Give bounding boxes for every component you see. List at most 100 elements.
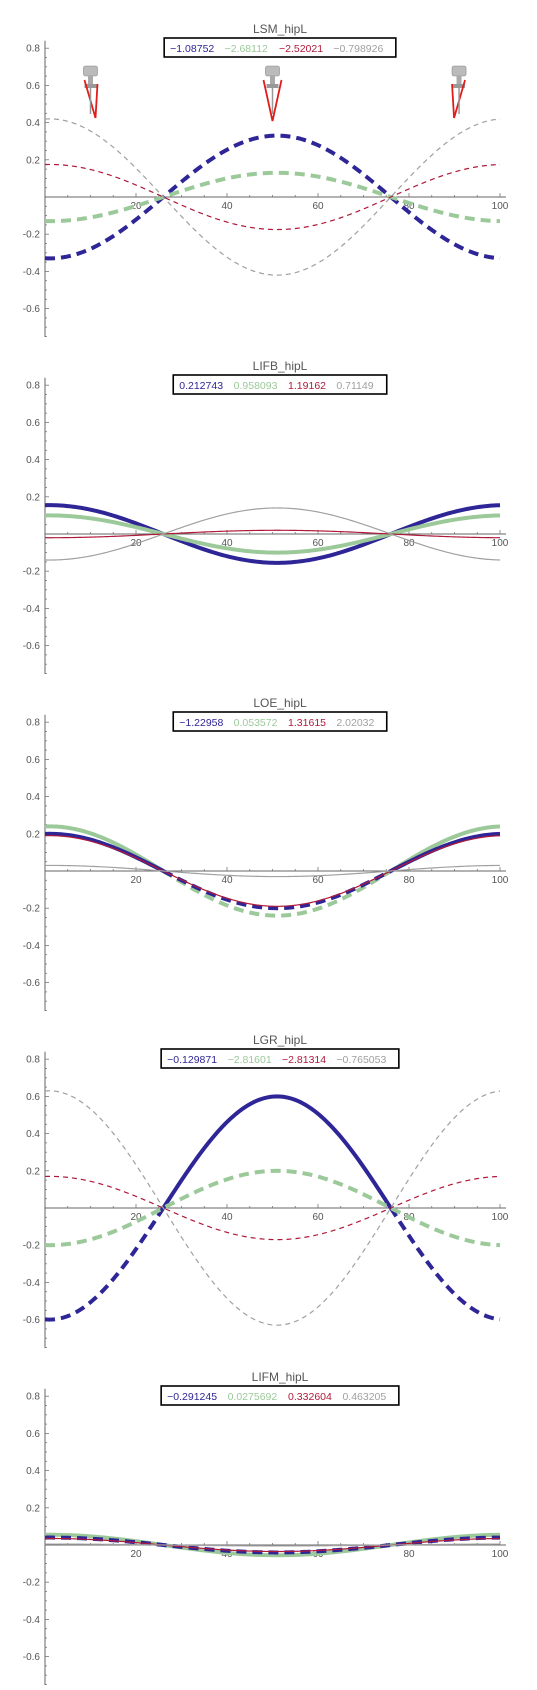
x-tick-label: 20 (130, 1549, 142, 1560)
line-chart: LSM_hipL −1.08752 −2.68112 −2.52021 −0.79892… (23, 22, 509, 339)
legend: −1.22958 0.053572 1.31615 2.02032 (172, 711, 388, 732)
leg-pose-marker (262, 65, 283, 122)
series-line (44, 529, 501, 539)
y-tick-label: -0.2 (23, 230, 41, 241)
y-tick-label: 0.6 (26, 81, 40, 92)
x-tick-label: 20 (130, 875, 142, 886)
legend-entry: −1.22958 (179, 717, 223, 729)
legend-entry: −1.08752 (170, 43, 214, 55)
x-tick-label: 20 (130, 1212, 142, 1223)
y-tick-label: 0.8 (26, 1055, 40, 1066)
legend-entry: 0.053572 (234, 717, 278, 729)
y-tick-label: -0.2 (23, 1578, 41, 1589)
series-line (44, 835, 501, 907)
legend: 0.212743 0.958093 1.19162 0.71149 (172, 374, 388, 395)
y-tick-label: -0.2 (23, 904, 41, 915)
y-tick-label: -0.4 (23, 941, 41, 952)
legend-entry: −0.291245 (167, 1391, 217, 1403)
series-line (44, 864, 501, 878)
legend-entry: 1.31615 (288, 717, 326, 729)
x-tick-label: 40 (221, 1212, 233, 1223)
legend-entry: −0.129871 (167, 1054, 217, 1066)
legend-entry: 0.0275692 (228, 1391, 278, 1403)
legend-entry: −0.798926 (333, 43, 383, 55)
legend-entry: −0.765053 (336, 1054, 386, 1066)
y-tick-label: -0.6 (23, 304, 41, 315)
y-tick-label: 0.2 (26, 492, 40, 503)
line-chart: LGR_hipL −0.129871 −2.81601 −2.81314 −0.7650… (23, 1033, 509, 1350)
x-tick-label: 40 (221, 875, 233, 886)
x-tick-label: 20 (130, 201, 142, 212)
legend-entry: −2.52021 (279, 43, 323, 55)
y-tick-label: 0.2 (26, 155, 40, 166)
legend-entry: −2.68112 (225, 43, 268, 55)
series-line (44, 503, 501, 565)
x-tick-label: 40 (221, 201, 233, 212)
legend-entry: 0.958093 (234, 380, 278, 392)
y-tick-label: -0.6 (23, 1315, 41, 1326)
chart-title: LOE_hipL (253, 696, 307, 710)
legend-entry: 2.02032 (336, 717, 374, 729)
y-tick-label: 0.4 (26, 1129, 40, 1140)
legend-entry: −2.81314 (282, 1054, 326, 1066)
series-line (44, 170, 501, 224)
y-tick-label: -0.6 (23, 978, 41, 989)
legend-entry: 0.212743 (179, 380, 223, 392)
line-chart: LOE_hipL −1.22958 0.053572 1.31615 2.02032 0.… (23, 696, 509, 1013)
y-tick-label: 0.4 (26, 118, 40, 129)
legend: −0.291245 0.0275692 0.332604 0.463205 (160, 1385, 400, 1406)
x-tick-label: 100 (492, 875, 509, 886)
x-tick-label: 60 (312, 538, 324, 549)
legend-entry: 1.19162 (288, 380, 326, 392)
series-line (44, 1206, 165, 1322)
series-line (44, 133, 501, 261)
y-tick-label: 0.8 (26, 381, 40, 392)
x-tick-label: 60 (312, 875, 324, 886)
legend: −1.08752 −2.68112 −2.52021 −0.798926 (163, 37, 397, 58)
y-tick-label: -0.2 (23, 567, 41, 578)
y-tick-label: 0.8 (26, 1392, 40, 1403)
y-tick-label: -0.6 (23, 641, 41, 652)
y-tick-label: -0.2 (23, 1241, 41, 1252)
x-tick-label: 80 (403, 875, 415, 886)
series-line (44, 163, 501, 231)
y-tick-label: 0.6 (26, 418, 40, 429)
leg-pose-marker (83, 65, 99, 119)
x-tick-label: 40 (221, 538, 233, 549)
y-tick-label: 0.4 (26, 455, 40, 466)
x-tick-label: 80 (403, 201, 415, 212)
y-tick-label: 0.2 (26, 829, 40, 840)
chart-title: LIFM_hipL (252, 1370, 309, 1384)
legend-entry: 0.332604 (288, 1391, 332, 1403)
series-line (389, 1206, 501, 1322)
series-line (45, 1543, 500, 1547)
y-tick-label: 0.6 (26, 755, 40, 766)
y-tick-label: -0.4 (23, 1278, 41, 1289)
y-tick-label: 0.8 (26, 44, 40, 55)
y-tick-label: 0.4 (26, 792, 40, 803)
y-tick-label: 0.6 (26, 1092, 40, 1103)
x-tick-label: 100 (492, 1212, 509, 1223)
series-line (44, 1532, 501, 1558)
y-tick-label: -0.4 (23, 1615, 41, 1626)
series-line (44, 513, 501, 555)
chart-panel: LIFM_hipL −0.291245 0.0275692 0.332604 0.463… (0, 1348, 537, 1687)
y-tick-label: 0.6 (26, 1429, 40, 1440)
x-tick-label: 100 (492, 201, 509, 212)
chart-panel: LGR_hipL −0.129871 −2.81601 −2.81314 −0.7650… (0, 1011, 537, 1350)
y-tick-label: 0.2 (26, 1166, 40, 1177)
series-line (44, 507, 501, 561)
y-tick-label: 0.2 (26, 1503, 40, 1514)
series-line (44, 1175, 501, 1241)
x-tick-label: 60 (312, 201, 324, 212)
leg-pose-marker (451, 65, 467, 119)
series-line (162, 869, 392, 911)
legend-entry: −2.81601 (228, 1054, 272, 1066)
series-line (161, 1094, 393, 1210)
series-line (44, 1537, 501, 1553)
legend-entry: 0.71149 (336, 380, 373, 392)
x-tick-label: 80 (403, 1549, 415, 1560)
series-line (44, 1535, 501, 1555)
